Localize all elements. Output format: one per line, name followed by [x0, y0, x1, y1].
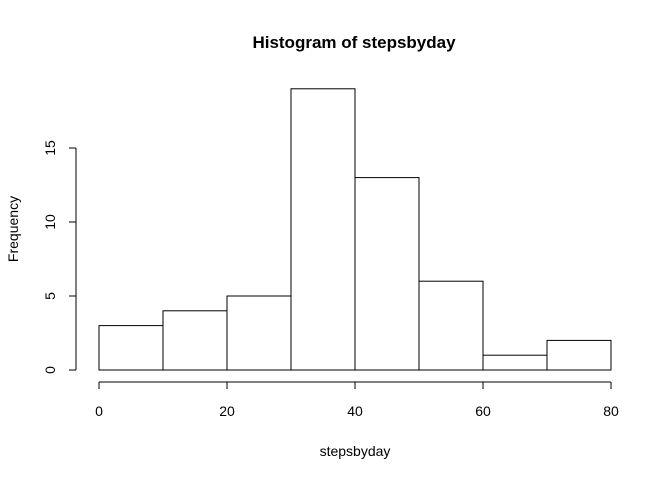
histogram-bar [226, 295, 292, 371]
y-tick-label: 0 [42, 366, 58, 374]
histogram-bar [162, 310, 228, 371]
histogram-bar [546, 339, 612, 371]
y-axis: 0 5 10 15 [42, 140, 77, 374]
x-tick-label: 0 [95, 403, 103, 419]
histogram-bar [482, 354, 548, 371]
y-tick-label: 10 [42, 214, 58, 230]
histogram-bar [418, 280, 484, 371]
bars-group [98, 88, 612, 371]
histogram-bar [290, 88, 356, 371]
chart-title: Histogram of stepsbyday [252, 33, 456, 52]
x-axis: 0 20 40 60 80 [95, 381, 619, 419]
x-tick-label: 40 [347, 403, 363, 419]
x-axis-label: stepsbyday [320, 443, 391, 459]
histogram-bar [354, 177, 420, 371]
y-tick-label: 15 [42, 140, 58, 156]
y-axis-label: Frequency [5, 196, 21, 262]
histogram-bar [98, 325, 164, 371]
x-tick-label: 20 [219, 403, 235, 419]
y-tick-label: 5 [42, 292, 58, 300]
x-tick-label: 80 [603, 403, 619, 419]
x-tick-label: 60 [475, 403, 491, 419]
